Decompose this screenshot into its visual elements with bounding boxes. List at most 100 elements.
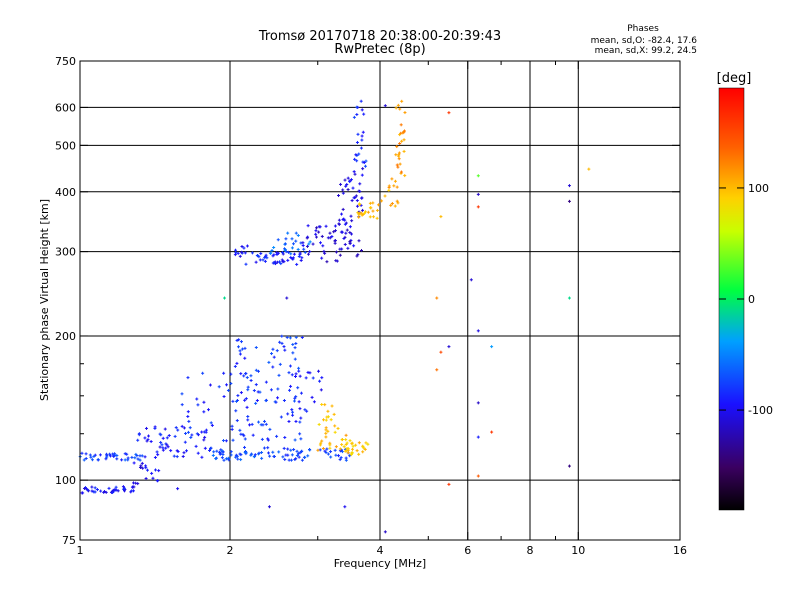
echo-point: [255, 399, 259, 403]
echo-point: [182, 426, 186, 430]
echo-point: [180, 424, 184, 428]
echo-point: [390, 177, 394, 181]
echo-point: [284, 250, 288, 254]
echo-point: [266, 438, 270, 442]
echo-point: [217, 385, 221, 389]
x-tick-label: 4: [377, 544, 384, 557]
echo-point: [354, 443, 358, 447]
echo-point: [279, 415, 283, 419]
echo-point: [245, 244, 249, 248]
echo-point: [264, 399, 268, 403]
echo-point: [399, 123, 403, 127]
echo-point: [336, 426, 340, 430]
echo-point: [333, 238, 337, 242]
stats-x-line: mean, sd,X: 99.2, 24.5: [595, 46, 697, 56]
echo-point: [111, 452, 115, 456]
echo-point: [361, 450, 365, 454]
echo-point: [397, 157, 401, 161]
echo-point: [258, 258, 262, 262]
echo-point: [196, 451, 200, 455]
echo-point: [230, 424, 234, 428]
echo-point: [303, 408, 307, 412]
echo-point: [359, 203, 363, 207]
echo-point: [341, 207, 345, 211]
echo-point: [186, 376, 190, 380]
echo-point: [361, 212, 365, 216]
echo-point: [323, 251, 327, 255]
echo-point: [337, 194, 341, 198]
echo-point: [344, 458, 348, 462]
echo-point: [259, 252, 263, 256]
echo-point: [280, 334, 284, 338]
echo-point: [328, 231, 332, 235]
echo-point: [264, 422, 268, 426]
echo-point: [397, 151, 401, 155]
echo-point: [287, 371, 291, 375]
echo-point: [330, 404, 334, 408]
echo-point: [229, 453, 233, 457]
echo-point: [299, 241, 303, 245]
echo-point: [396, 165, 400, 169]
echo-point: [299, 437, 303, 441]
echo-point: [144, 477, 148, 481]
echo-point: [387, 188, 391, 192]
echo-point: [320, 256, 324, 260]
echo-point: [208, 446, 212, 450]
x-tick-label: 1: [77, 544, 84, 557]
echo-point: [476, 329, 480, 333]
echo-point: [98, 453, 102, 457]
y-tick-label: 200: [55, 330, 76, 343]
echo-point: [267, 451, 271, 455]
echo-point: [290, 453, 294, 457]
echo-point: [81, 491, 85, 495]
echo-point: [221, 450, 225, 454]
echo-point: [319, 241, 323, 245]
echo-point: [261, 423, 265, 427]
echo-point: [200, 455, 204, 459]
echo-point: [340, 212, 344, 216]
echo-point: [338, 253, 342, 257]
echo-point: [283, 435, 287, 439]
echo-point: [350, 232, 354, 236]
echo-point: [291, 413, 295, 417]
echo-point: [299, 416, 303, 420]
echo-point: [187, 419, 191, 423]
echo-point: [204, 428, 208, 432]
echo-point: [294, 372, 298, 376]
echo-point: [300, 256, 304, 260]
echo-point: [90, 458, 94, 462]
echo-point: [225, 383, 229, 387]
echo-point: [265, 256, 269, 260]
echo-point: [242, 374, 246, 378]
chart-title: Tromsø 20170718 20:38:00-20:39:43: [258, 29, 501, 44]
echo-point: [395, 185, 399, 189]
echo-point: [314, 235, 318, 239]
echo-point: [253, 453, 257, 457]
echo-point: [357, 189, 361, 193]
echo-point: [243, 450, 247, 454]
echo-point: [587, 167, 591, 171]
echo-point: [90, 485, 94, 489]
echo-point: [490, 430, 494, 434]
echo-point: [337, 218, 341, 222]
echo-point: [278, 340, 282, 344]
echo-point: [209, 421, 213, 425]
echo-point: [348, 454, 352, 458]
echo-point: [394, 106, 398, 110]
echo-point: [186, 430, 190, 434]
echo-point: [129, 490, 133, 494]
echo-point: [246, 385, 250, 389]
y-tick-label: 500: [55, 139, 76, 152]
echo-point: [354, 153, 358, 157]
echo-point: [236, 457, 240, 461]
echo-point: [88, 453, 92, 457]
echo-point: [182, 451, 186, 455]
echo-point: [174, 426, 178, 430]
echo-point: [286, 447, 290, 451]
echo-point: [281, 251, 285, 255]
echo-point: [447, 482, 451, 486]
echo-point: [126, 456, 130, 460]
echo-point: [294, 419, 298, 423]
echo-point: [175, 455, 179, 459]
chart-subtitle: RwPretec (8p): [334, 42, 425, 57]
